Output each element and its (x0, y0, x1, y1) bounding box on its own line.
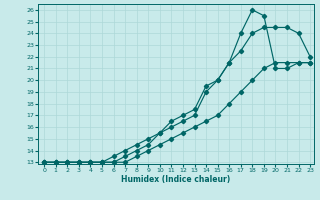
X-axis label: Humidex (Indice chaleur): Humidex (Indice chaleur) (121, 175, 231, 184)
